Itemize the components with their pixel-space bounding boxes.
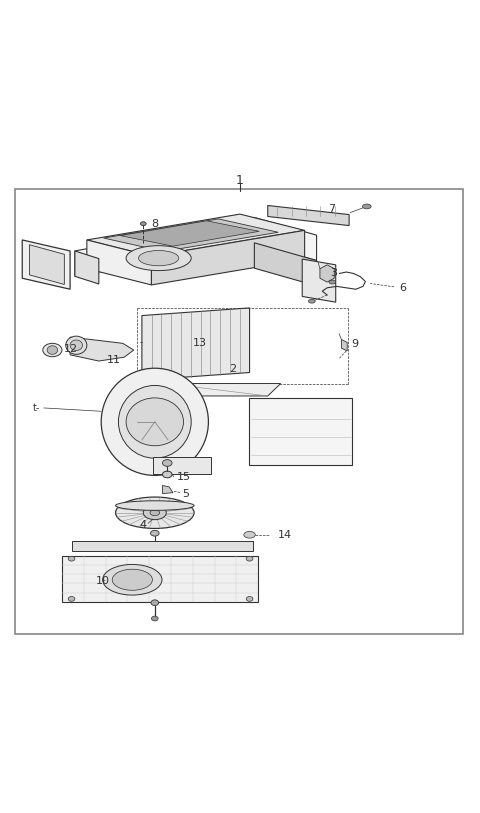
Text: 8: 8 [152, 219, 158, 228]
Polygon shape [320, 265, 334, 282]
Ellipse shape [162, 459, 172, 467]
Text: 15: 15 [177, 472, 191, 482]
Polygon shape [72, 541, 253, 551]
Polygon shape [75, 251, 99, 284]
Ellipse shape [66, 336, 87, 354]
Ellipse shape [151, 600, 158, 606]
Ellipse shape [246, 597, 253, 602]
Ellipse shape [151, 530, 159, 536]
Text: 14: 14 [277, 530, 291, 540]
Polygon shape [249, 398, 352, 465]
Polygon shape [87, 240, 152, 285]
Ellipse shape [152, 616, 158, 621]
Polygon shape [268, 206, 349, 225]
Ellipse shape [144, 506, 166, 520]
Ellipse shape [126, 246, 191, 271]
Polygon shape [87, 214, 305, 256]
Text: 1: 1 [236, 174, 244, 187]
Ellipse shape [126, 398, 183, 446]
Polygon shape [29, 245, 64, 285]
Polygon shape [104, 219, 278, 251]
Polygon shape [341, 340, 347, 351]
Polygon shape [142, 308, 250, 380]
Circle shape [101, 368, 208, 476]
Ellipse shape [362, 204, 371, 209]
Polygon shape [152, 384, 281, 396]
Ellipse shape [70, 340, 83, 350]
Polygon shape [152, 230, 305, 285]
Polygon shape [75, 217, 317, 276]
Ellipse shape [309, 299, 315, 303]
Polygon shape [120, 221, 259, 246]
Text: 12: 12 [64, 344, 78, 354]
Ellipse shape [116, 497, 194, 528]
Ellipse shape [139, 250, 179, 266]
Polygon shape [62, 556, 258, 602]
Text: 2: 2 [229, 364, 237, 374]
Text: 13: 13 [193, 338, 207, 348]
Ellipse shape [246, 556, 253, 561]
Text: 4: 4 [140, 520, 146, 530]
Polygon shape [302, 259, 336, 302]
Ellipse shape [103, 564, 162, 595]
Ellipse shape [112, 569, 153, 590]
Ellipse shape [329, 280, 336, 284]
Polygon shape [22, 240, 70, 289]
Polygon shape [162, 485, 173, 493]
Ellipse shape [116, 501, 194, 511]
Polygon shape [70, 337, 134, 361]
Text: 11: 11 [107, 355, 121, 365]
Ellipse shape [47, 346, 58, 354]
Ellipse shape [43, 343, 62, 357]
Ellipse shape [68, 597, 75, 602]
Text: 7: 7 [328, 204, 336, 215]
Polygon shape [254, 243, 317, 286]
Ellipse shape [141, 222, 146, 225]
Circle shape [119, 385, 191, 459]
Text: 9: 9 [351, 339, 358, 350]
Ellipse shape [244, 532, 255, 538]
Polygon shape [153, 457, 211, 475]
Text: t-: t- [33, 403, 40, 413]
Text: 3: 3 [330, 268, 337, 278]
Text: 6: 6 [399, 283, 406, 293]
Ellipse shape [68, 556, 75, 561]
Ellipse shape [150, 510, 159, 515]
Text: 10: 10 [96, 576, 109, 586]
Text: 5: 5 [182, 489, 190, 498]
Ellipse shape [162, 471, 172, 478]
